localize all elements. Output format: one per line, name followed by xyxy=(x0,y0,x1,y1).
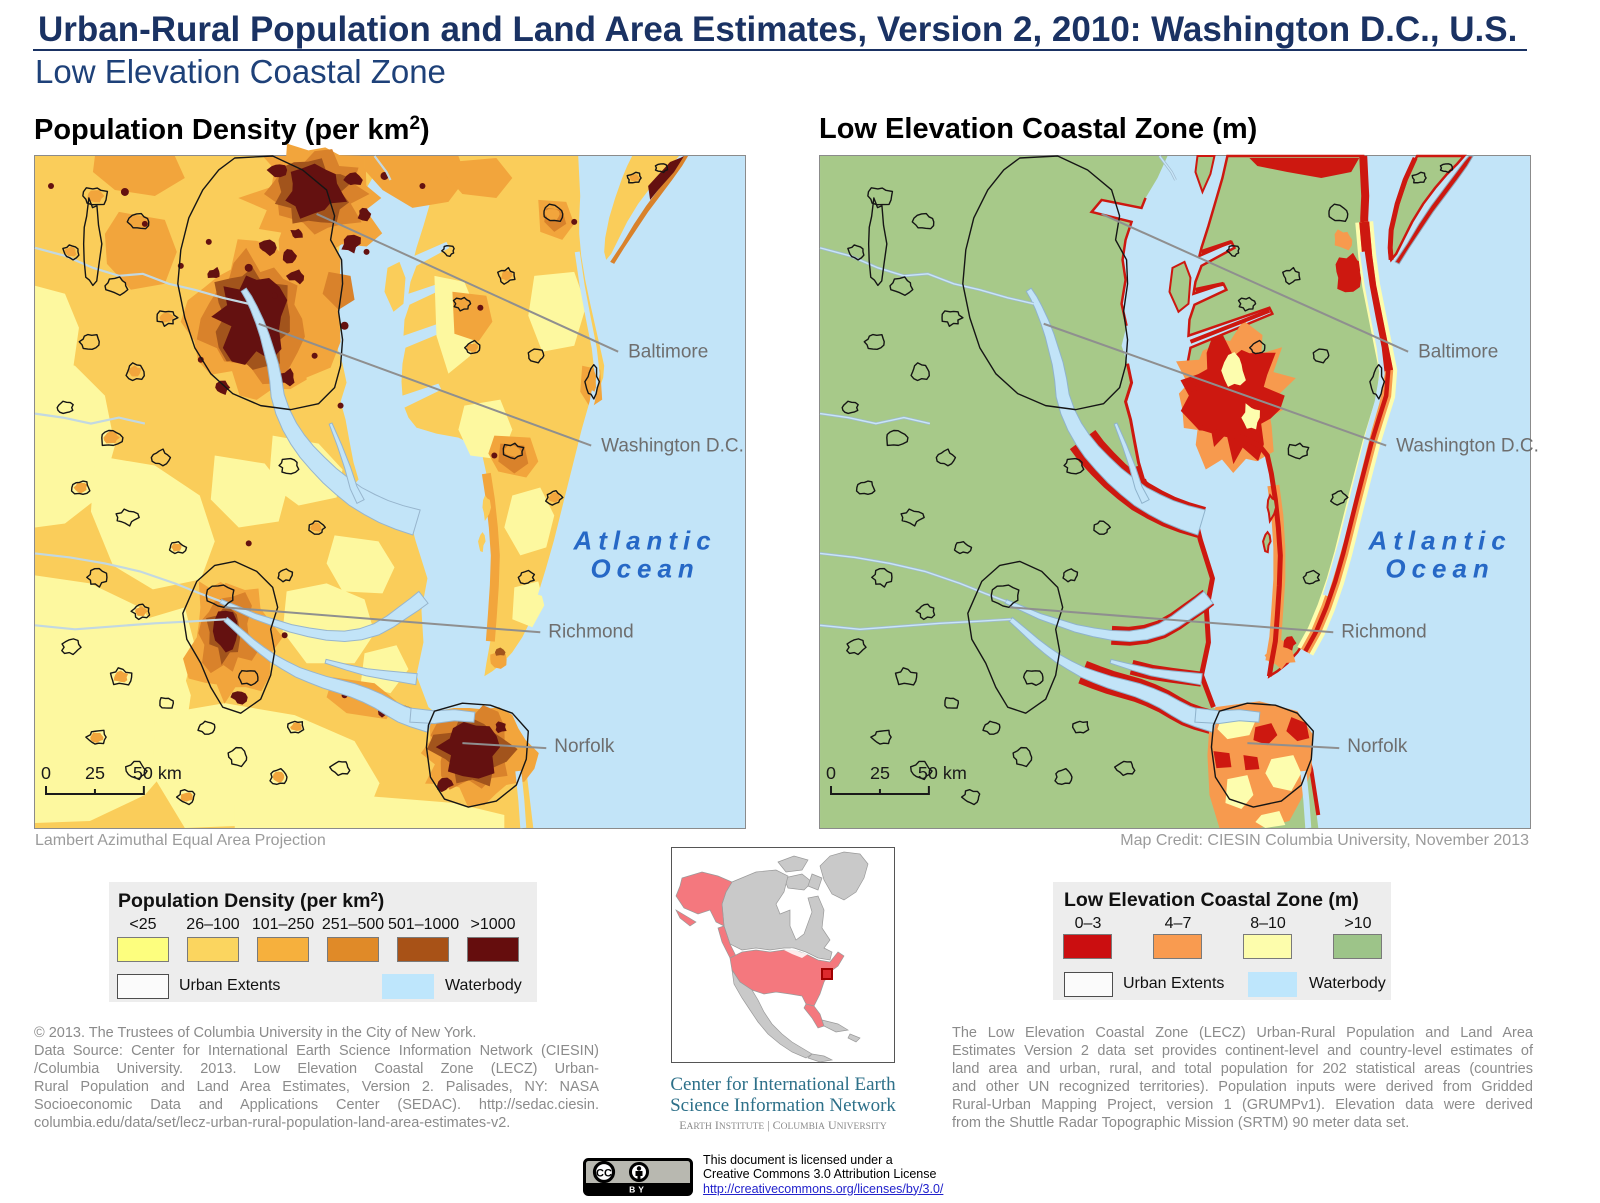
svg-text:0: 0 xyxy=(826,763,836,783)
svg-text:25: 25 xyxy=(869,763,889,783)
svg-text:Baltimore: Baltimore xyxy=(628,341,708,362)
svg-text:Richmond: Richmond xyxy=(1341,621,1426,642)
svg-text:Ocean: Ocean xyxy=(590,553,699,583)
svg-text:Ocean: Ocean xyxy=(1385,553,1494,583)
svg-text:Norfolk: Norfolk xyxy=(554,736,615,757)
svg-text:0: 0 xyxy=(41,763,51,783)
svg-text:50 km: 50 km xyxy=(132,763,181,783)
svg-text:Norfolk: Norfolk xyxy=(1347,736,1408,757)
svg-text:Baltimore: Baltimore xyxy=(1418,341,1498,362)
svg-text:Atlantic: Atlantic xyxy=(1367,525,1511,555)
svg-text:Richmond: Richmond xyxy=(548,621,633,642)
svg-text:CC: CC xyxy=(596,1168,612,1180)
svg-text:BY: BY xyxy=(629,1185,647,1195)
svg-text:Atlantic: Atlantic xyxy=(572,525,716,555)
svg-text:Washington D.C.: Washington D.C. xyxy=(601,435,744,456)
svg-text:50 km: 50 km xyxy=(917,763,966,783)
svg-text:25: 25 xyxy=(84,763,104,783)
svg-text:Washington D.C.: Washington D.C. xyxy=(1396,435,1539,456)
